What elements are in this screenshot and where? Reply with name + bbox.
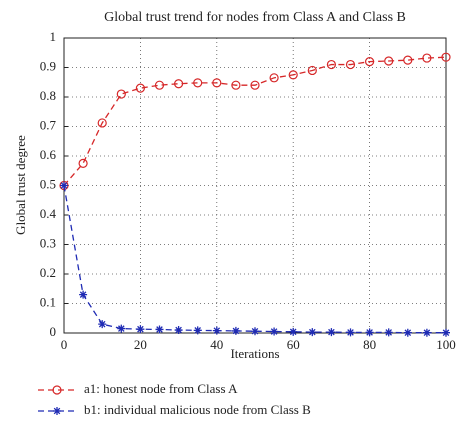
marker <box>269 73 279 83</box>
y-tick-label: 0.2 <box>40 265 56 280</box>
marker <box>116 89 126 99</box>
y-tick-label: 0.3 <box>40 235 56 250</box>
marker <box>174 79 184 89</box>
marker <box>307 65 317 76</box>
marker <box>60 181 68 190</box>
marker <box>288 70 298 80</box>
x-tick-label: 80 <box>363 337 376 352</box>
marker <box>289 327 298 336</box>
marker <box>270 327 279 336</box>
chart-title: Global trust trend for nodes from Class … <box>104 10 406 25</box>
series-line <box>63 56 447 186</box>
y-axis-label: Global trust degree <box>13 135 28 235</box>
marker <box>422 53 432 63</box>
marker <box>97 118 107 128</box>
marker <box>136 325 145 334</box>
marker <box>326 59 336 70</box>
y-tick-label: 0.9 <box>40 58 56 73</box>
y-tick-label: 0.8 <box>40 88 56 103</box>
x-tick-label: 100 <box>436 337 456 352</box>
x-tick-label: 60 <box>287 337 300 352</box>
marker <box>365 328 374 337</box>
marker <box>53 407 61 415</box>
marker <box>403 55 413 65</box>
marker <box>117 324 126 333</box>
marker <box>384 56 394 66</box>
marker <box>308 328 317 337</box>
y-tick-label: 0.4 <box>40 206 57 221</box>
marker <box>52 385 62 395</box>
x-axis-label: Iterations <box>230 346 279 361</box>
marker <box>384 328 393 337</box>
marker <box>441 52 451 62</box>
marker <box>231 80 241 90</box>
x-tick-label: 20 <box>134 337 147 352</box>
y-tick-label: 0 <box>50 324 57 339</box>
marker <box>250 80 260 90</box>
y-tick-label: 0.5 <box>40 176 56 191</box>
x-tick-label: 40 <box>210 337 223 352</box>
marker <box>155 325 164 334</box>
marker <box>212 326 221 335</box>
marker <box>174 326 183 335</box>
marker <box>193 326 202 335</box>
y-tick-label: 0.6 <box>40 147 57 162</box>
marker <box>231 326 240 335</box>
marker <box>79 290 88 299</box>
x-tick-label: 0 <box>61 337 68 352</box>
marker <box>78 158 88 168</box>
marker <box>403 328 412 337</box>
y-tick-label: 0.7 <box>40 117 57 132</box>
marker <box>442 328 450 337</box>
marker <box>135 83 145 93</box>
legend-label: a1: honest node from Class A <box>84 381 238 396</box>
legend-label: b1: individual malicious node from Class… <box>84 402 311 417</box>
marker <box>422 328 431 337</box>
series-line <box>63 185 446 334</box>
marker <box>212 78 222 88</box>
y-tick-label: 0.1 <box>40 294 56 309</box>
marker <box>98 320 107 329</box>
marker <box>251 327 259 336</box>
marker <box>154 80 165 90</box>
marker <box>193 78 203 88</box>
marker <box>345 59 356 70</box>
marker <box>365 56 375 67</box>
marker <box>327 328 336 337</box>
marker <box>346 328 355 337</box>
y-tick-label: 1 <box>50 29 57 44</box>
